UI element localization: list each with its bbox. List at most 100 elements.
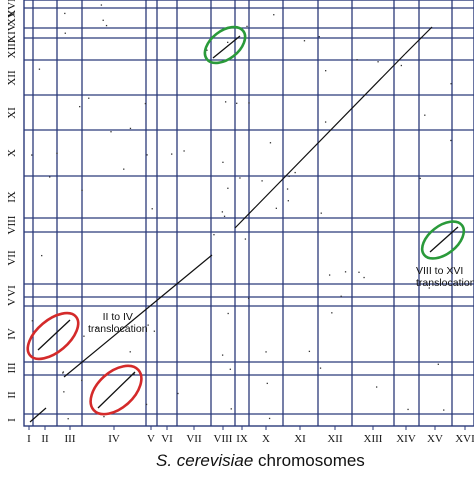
background-dot (424, 114, 426, 116)
translocation-segment-iv (37, 319, 71, 351)
background-dot (221, 354, 224, 356)
x-label-chr-ix: IX (236, 433, 248, 445)
x-label-chr-xii: XII (327, 433, 343, 445)
background-dot (31, 154, 33, 156)
background-dot (450, 139, 452, 142)
background-dot (375, 386, 378, 388)
y-label-chr-vi: VI (6, 285, 18, 297)
background-dot (450, 83, 452, 85)
annotation-ii-iv-line2: translocation (88, 323, 148, 335)
translocation-segment-viii (212, 35, 241, 59)
background-dot (224, 101, 227, 103)
background-dot (133, 373, 135, 375)
y-label-chr-i: I (6, 418, 18, 422)
annotation-viii-xvi-line2: translocation (416, 277, 474, 289)
translocation-ring-chr-viii (203, 25, 247, 65)
background-dot (177, 392, 179, 395)
translocation-ring-chr-ii (89, 364, 143, 416)
y-label-chr-ix: IX (6, 191, 18, 203)
annotation-ii-iv: II to IV translocation (88, 311, 148, 335)
background-dot (318, 36, 320, 38)
background-dot (105, 24, 108, 27)
background-dot (100, 4, 103, 6)
x-axis-title: S. cerevisiae chromosomes (156, 451, 365, 471)
background-dot (308, 350, 311, 353)
background-dot (269, 142, 272, 144)
background-dot (288, 175, 290, 178)
background-dot (56, 152, 58, 154)
background-dot (223, 215, 226, 217)
background-dot (49, 176, 51, 178)
background-dot (151, 208, 153, 210)
background-dot (129, 351, 131, 353)
y-label-chr-xi: XI (6, 107, 18, 119)
background-dot (144, 102, 147, 105)
background-dot (171, 153, 173, 155)
background-dot (331, 312, 333, 314)
y-label-chr-xiv: XIV (6, 23, 18, 43)
x-label-chr-i: I (27, 433, 31, 445)
background-dot (356, 59, 358, 61)
background-dot (261, 180, 263, 182)
x-label-chr-ii: II (41, 433, 49, 445)
translocation-ring-chr-xvi (420, 220, 466, 260)
x-label-chr-xv: XV (427, 433, 443, 445)
synteny-segment-2 (63, 254, 213, 378)
background-dot (41, 254, 43, 257)
background-dot (222, 161, 224, 163)
background-dot (236, 102, 238, 104)
background-dot (146, 154, 148, 156)
background-dot (221, 211, 224, 213)
background-dot (81, 189, 83, 191)
background-dot (400, 64, 403, 67)
background-dot (428, 287, 430, 289)
translocation-segment-xvi (429, 226, 459, 253)
x-label-chr-x: X (262, 433, 270, 445)
background-dot (206, 49, 208, 51)
background-dot (229, 368, 231, 370)
axis-title-suffix: chromosomes (253, 451, 365, 470)
synteny-segment-3 (234, 53, 406, 229)
background-dot (153, 330, 156, 332)
background-dot (275, 207, 277, 209)
background-dot (129, 127, 132, 130)
background-dot (183, 150, 185, 152)
background-dot (79, 105, 81, 108)
x-label-chr-v: V (147, 433, 155, 445)
background-dot (230, 408, 232, 410)
background-dot (266, 382, 268, 385)
background-dot (62, 372, 64, 374)
background-dot (38, 68, 41, 70)
background-dot (246, 25, 248, 28)
background-dot (81, 379, 83, 382)
background-dot (320, 212, 322, 214)
x-label-chr-xvi: XVI (455, 433, 474, 445)
background-dot (83, 335, 85, 337)
y-label-chr-viii: VIII (6, 215, 18, 235)
background-dot (67, 418, 69, 420)
background-dot (287, 200, 289, 202)
background-dot (244, 238, 247, 240)
x-label-chr-vii: VII (186, 433, 202, 445)
background-dot (239, 177, 241, 179)
annotation-ii-iv-line1: II to IV (102, 311, 133, 323)
synteny-segment-1 (29, 407, 47, 423)
background-dot (328, 274, 331, 276)
annotation-viii-xvi-line1: VIII to XVI (416, 265, 464, 277)
background-dot (227, 312, 229, 315)
background-dot (247, 297, 250, 300)
x-label-chr-xi: XI (294, 433, 306, 445)
background-dot (344, 271, 347, 273)
x-label-chr-viii: VIII (213, 433, 233, 445)
y-label-chr-xvi: XVI (6, 0, 18, 18)
background-dot (213, 234, 215, 236)
background-dot (358, 271, 360, 273)
y-label-chr-x: X (6, 149, 18, 157)
background-dot (123, 168, 125, 170)
background-dot (437, 363, 439, 365)
background-dot (265, 351, 267, 353)
background-dot (147, 324, 149, 326)
background-dot (319, 367, 322, 369)
background-dot (95, 327, 98, 329)
